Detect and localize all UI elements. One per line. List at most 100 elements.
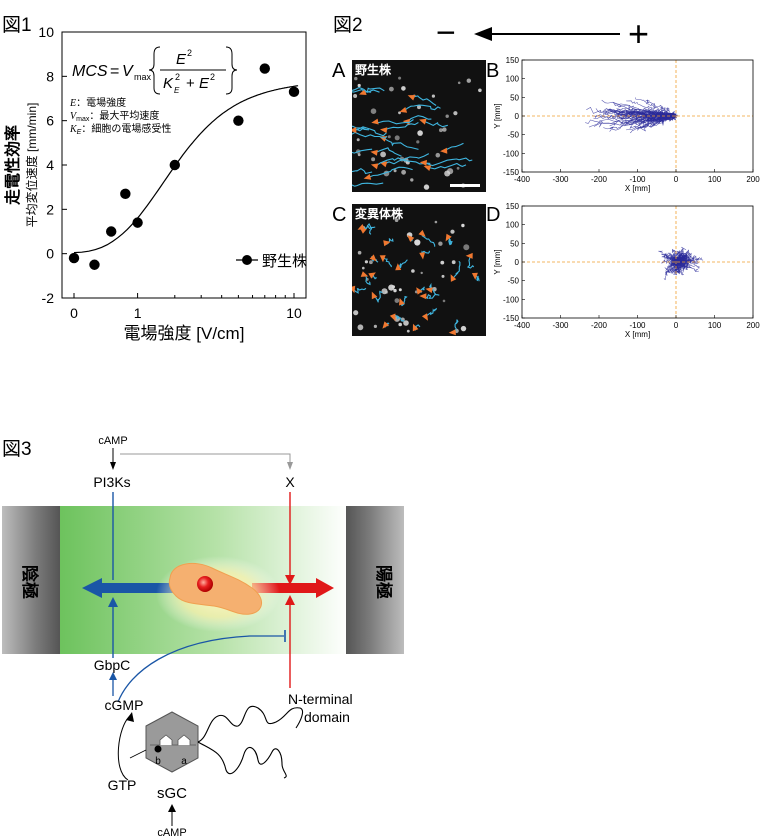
direction-arrowhead [369, 254, 377, 262]
cell-spot [450, 229, 455, 234]
cell-spot [393, 169, 397, 173]
camp-bottom-label: cAMP [157, 827, 186, 839]
cell-track [352, 167, 373, 175]
sgc-site-a: a [181, 756, 187, 767]
plus-sign: + [628, 14, 649, 54]
panel-a-letter: A [332, 60, 346, 82]
direction-arrowhead [412, 323, 419, 332]
legend-marker [242, 255, 252, 265]
formula-den-k: K [163, 75, 174, 92]
y-tick-label: 0 [515, 112, 520, 121]
direction-arrowhead [445, 233, 452, 242]
trajectory [650, 110, 677, 119]
x-tick-label: -300 [552, 321, 569, 330]
x-tick-label: 100 [708, 321, 722, 330]
formula-den-e: E [199, 75, 210, 92]
cell-track [428, 162, 467, 170]
data-point [120, 188, 131, 200]
direction-arrowhead [471, 272, 478, 280]
f1-ylabel: 走電性効率 [3, 125, 22, 206]
fig3-diagram: 陰極 陽極 cAMP PI3Ks X GbpC cGMP N-terminal … [2, 435, 404, 839]
direction-arrowhead [448, 329, 456, 336]
data-point [132, 217, 143, 228]
field-direction: − + [436, 14, 649, 54]
direction-arrowhead [352, 127, 357, 133]
direction-arrowhead [371, 291, 378, 300]
cell-spot [441, 274, 445, 278]
cell-spot [357, 324, 364, 331]
data-point [169, 159, 180, 171]
trajectory [664, 252, 679, 264]
trajectories [585, 97, 679, 134]
photo-c: 変異体株 [352, 204, 486, 336]
x-tick-label: -300 [552, 175, 569, 184]
nterm-label-2: domain [304, 709, 350, 725]
direction-arrowhead [383, 240, 391, 247]
cell-track [424, 157, 473, 167]
cell-track [352, 287, 367, 294]
cell-spot [435, 152, 441, 158]
y-tick-label: 100 [506, 75, 520, 84]
brace-right [225, 46, 238, 95]
trajectory [625, 115, 677, 124]
direction-arrowhead [370, 149, 378, 156]
trajectory [646, 100, 679, 117]
x-tick-label: 1 [134, 305, 142, 321]
direction-arrowhead [407, 95, 416, 101]
field-arrow-head [474, 27, 492, 41]
cell-spot [406, 329, 410, 333]
y-tick-label: -2 [42, 290, 55, 306]
y-tick-label: 4 [46, 157, 54, 173]
data-point [68, 252, 80, 264]
cell-spot [442, 299, 446, 303]
cell-spot [453, 111, 458, 116]
cell-spot [371, 157, 376, 162]
x-tick-label: -200 [591, 321, 608, 330]
x-tick-label: 200 [746, 321, 760, 330]
formula-vmax: V [122, 63, 134, 80]
formula-num-sup: 2 [187, 48, 192, 58]
y-tick-label: 150 [506, 56, 520, 65]
fig2-label: 図2 [333, 15, 363, 36]
direction-arrowhead [357, 224, 366, 230]
cell-spot [398, 111, 401, 115]
cell-track [354, 126, 387, 137]
cell-spot [460, 325, 467, 332]
data-point [259, 63, 270, 74]
formula-den-plus: + [186, 75, 195, 92]
cell-track [376, 119, 414, 125]
cell-track [423, 293, 437, 299]
cell-track [412, 95, 437, 106]
direction-arrowhead [421, 313, 428, 321]
pi3ks-label: PI3Ks [93, 474, 130, 490]
y-tick-label: 50 [510, 239, 519, 248]
direction-arrowhead [418, 229, 426, 237]
direction-arrowhead [419, 159, 427, 166]
x-tick-label: -200 [591, 175, 608, 184]
trajectory [629, 115, 677, 129]
cell-spot [369, 260, 373, 265]
cell-track [423, 120, 448, 128]
cell-spot [398, 288, 402, 292]
direction-arrowhead [363, 174, 372, 180]
cgmp-inhibition [117, 635, 284, 703]
def-ke: KE：細胞の電場感受性 [69, 122, 171, 136]
cell-track [383, 137, 419, 150]
formula-vmax-sub: max [134, 72, 152, 82]
formula-den-e-sup: 2 [210, 72, 215, 82]
direction-arrowhead [399, 298, 405, 306]
def-vmax: Vmax：最大平均速度 [70, 109, 159, 123]
cell-spot [416, 140, 420, 144]
y-tick-label: 2 [46, 201, 54, 217]
cell-track [447, 236, 453, 246]
y-axis-title: Y [mm] [493, 249, 502, 274]
cell-track [363, 87, 385, 94]
direction-arrowhead [419, 293, 427, 300]
trajectory [664, 261, 677, 273]
cathode-arrow [82, 578, 180, 598]
photo-c-label: 変異体株 [355, 206, 404, 221]
brace-left [148, 46, 161, 95]
fit-curve [73, 85, 299, 254]
cell-spot [356, 138, 360, 142]
cell-track [368, 166, 413, 178]
